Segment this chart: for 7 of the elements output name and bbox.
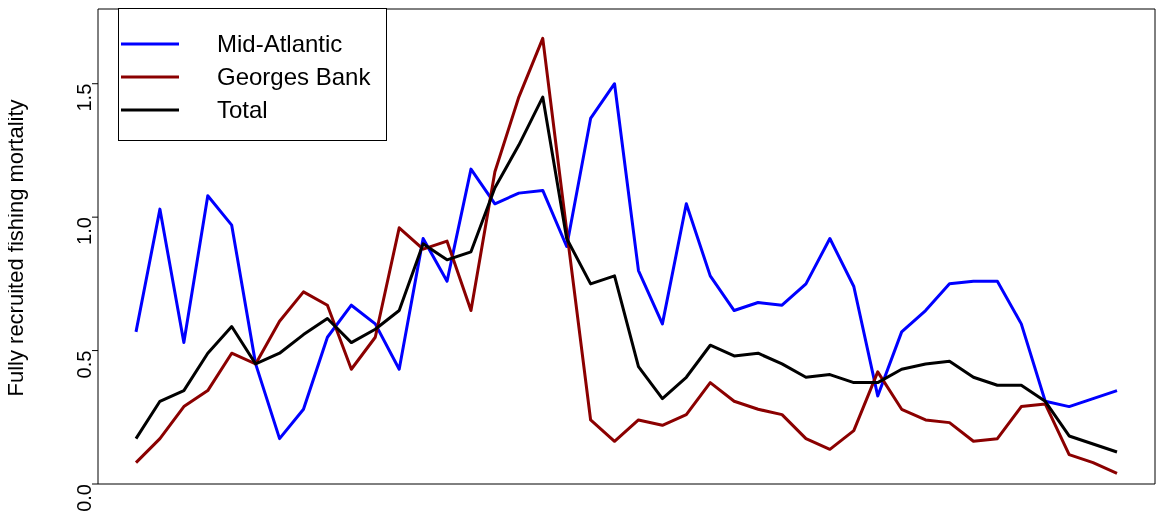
y-tick-label: 0.0 <box>73 484 96 512</box>
legend-label: Total <box>217 95 268 125</box>
y-tick-label: 1.5 <box>73 83 96 112</box>
legend-label: Mid-Atlantic <box>217 29 343 59</box>
legend-label: Georges Bank <box>217 62 371 92</box>
y-tick-label: 0.5 <box>73 350 96 379</box>
y-tick-label: 1.0 <box>73 217 96 245</box>
